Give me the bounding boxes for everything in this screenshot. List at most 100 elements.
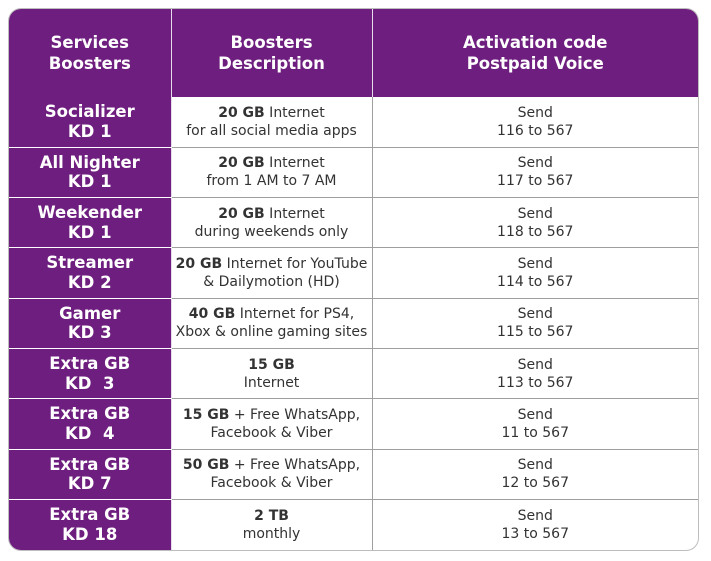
description-text: Internet: [264, 155, 325, 172]
table-row: Extra GB KD 7 50 GB + Free WhatsApp, Fac…: [9, 449, 698, 501]
table-row: Gamer KD 3 40 GB Internet for PS4, Xbox …: [9, 298, 698, 350]
send-label: Send: [517, 255, 553, 272]
activation-cell: Send 12 to 567: [372, 449, 698, 501]
table-row: All Nighter KD 1 20 GB Internet from 1 A…: [9, 147, 698, 199]
activation-code: 115 to 567: [497, 324, 574, 341]
description-text: & Dailymotion (HD): [203, 274, 340, 291]
service-price: KD 2: [67, 273, 112, 293]
description-text: Internet: [264, 205, 325, 222]
header-row: Services Boosters Boosters Description A…: [9, 9, 698, 97]
service-price: KD 18: [62, 525, 118, 545]
service-price: KD 3: [65, 373, 115, 393]
service-cell: All Nighter KD 1: [9, 147, 172, 199]
service-cell: Extra GB KD 3: [9, 348, 172, 400]
description-cell: 20 GB Internet for YouTube & Dailymotion…: [171, 247, 373, 299]
table-row: Weekender KD 1 20 GB Internet during wee…: [9, 197, 698, 249]
activation-cell: Send 115 to 567: [372, 298, 698, 350]
description-cell: 20 GB Internet from 1 AM to 7 AM: [171, 147, 373, 199]
service-name: Gamer: [59, 303, 121, 323]
service-cell: Weekender KD 1: [9, 197, 172, 249]
description-text: Internet: [264, 104, 325, 121]
activation-code: 11 to 567: [501, 425, 570, 442]
activation-cell: Send 117 to 567: [372, 147, 698, 199]
description-text: Facebook & Viber: [210, 425, 333, 442]
activation-code: 114 to 567: [497, 274, 574, 291]
description-text: Xbox & online gaming sites: [175, 324, 368, 341]
description-cell: 40 GB Internet for PS4, Xbox & online ga…: [171, 298, 373, 350]
description-text: from 1 AM to 7 AM: [206, 173, 337, 190]
service-price: KD 3: [67, 323, 112, 343]
header-services-boosters: Services Boosters: [9, 9, 172, 97]
description-cell: 50 GB + Free WhatsApp, Facebook & Viber: [171, 449, 373, 501]
activation-code: 118 to 567: [497, 223, 574, 240]
boosters-table-container: Services Boosters Boosters Description A…: [9, 9, 698, 550]
header-text: Description: [218, 54, 325, 73]
description-text: during weekends only: [194, 223, 349, 240]
service-name: Extra GB: [49, 404, 131, 424]
send-label: Send: [517, 104, 553, 121]
service-cell: Streamer KD 2: [9, 247, 172, 299]
send-label: Send: [517, 155, 553, 172]
description-text: for all social media apps: [186, 122, 357, 139]
service-name: Extra GB: [49, 505, 131, 525]
service-cell: Extra GB KD 18: [9, 499, 172, 550]
description-cell: 20 GB Internet during weekends only: [171, 197, 373, 249]
service-name: All Nighter: [39, 152, 140, 172]
boosters-table: Services Boosters Boosters Description A…: [9, 9, 698, 550]
service-cell: Socializer KD 1: [9, 97, 172, 148]
send-label: Send: [517, 306, 553, 323]
description-text: Internet: [243, 374, 300, 391]
description-text: + Free WhatsApp,: [229, 457, 361, 474]
description-text: Internet for YouTube: [222, 255, 368, 272]
table-row: Extra GB KD 18 2 TB monthly Send 13 to 5…: [9, 499, 698, 550]
service-cell: Extra GB KD 4: [9, 398, 172, 450]
service-price: KD 1: [67, 121, 112, 141]
data-amount: 20 GB: [175, 255, 223, 272]
service-cell: Gamer KD 3: [9, 298, 172, 350]
service-name: Extra GB: [49, 454, 131, 474]
activation-code: 113 to 567: [497, 374, 574, 391]
description-cell: 15 GB + Free WhatsApp, Facebook & Viber: [171, 398, 373, 450]
service-name: Streamer: [46, 253, 134, 273]
activation-cell: Send 118 to 567: [372, 197, 698, 249]
description-cell: 2 TB monthly: [171, 499, 373, 550]
activation-cell: Send 11 to 567: [372, 398, 698, 450]
data-amount: 20 GB: [218, 155, 265, 172]
service-name: Weekender: [37, 203, 143, 223]
data-amount: 20 GB: [218, 104, 265, 121]
service-price: KD 1: [67, 222, 112, 242]
service-price: KD 4: [65, 424, 115, 444]
description-text: monthly: [242, 526, 301, 543]
header-text: Boosters: [230, 32, 313, 52]
activation-cell: Send 13 to 567: [372, 500, 698, 550]
data-amount: 15 GB: [248, 356, 295, 373]
activation-cell: Send 114 to 567: [372, 247, 698, 299]
send-label: Send: [517, 457, 553, 474]
data-amount: 15 GB: [182, 406, 230, 423]
activation-code: 116 to 567: [497, 122, 574, 139]
activation-code: 12 to 567: [501, 475, 570, 492]
send-label: Send: [517, 406, 553, 423]
table-row: Extra GB KD 3 15 GB Internet Send 113 to…: [9, 348, 698, 400]
activation-cell: Send 113 to 567: [372, 348, 698, 400]
description-text: Internet for PS4,: [235, 306, 355, 323]
data-amount: 20 GB: [218, 205, 265, 222]
header-boosters-description: Boosters Description: [171, 9, 373, 97]
table-row: Streamer KD 2 20 GB Internet for YouTube…: [9, 247, 698, 299]
description-text: + Free WhatsApp,: [229, 406, 361, 423]
header-text: Services: [50, 32, 129, 52]
send-label: Send: [517, 205, 553, 222]
service-name: Extra GB: [49, 354, 131, 373]
data-amount: 50 GB: [182, 457, 230, 474]
send-label: Send: [517, 356, 553, 373]
activation-cell: Send 116 to 567: [372, 97, 698, 148]
activation-code: 117 to 567: [497, 173, 574, 190]
activation-code: 13 to 567: [501, 526, 570, 543]
service-price: KD 7: [67, 474, 112, 494]
table-row: Socializer KD 1 20 GB Internet for all s…: [9, 97, 698, 148]
service-cell: Extra GB KD 7: [9, 449, 172, 501]
description-text: Facebook & Viber: [210, 475, 333, 492]
table-row: Extra GB KD 4 15 GB + Free WhatsApp, Fac…: [9, 398, 698, 450]
data-amount: 40 GB: [188, 306, 236, 323]
data-amount: 2 TB: [254, 507, 289, 524]
